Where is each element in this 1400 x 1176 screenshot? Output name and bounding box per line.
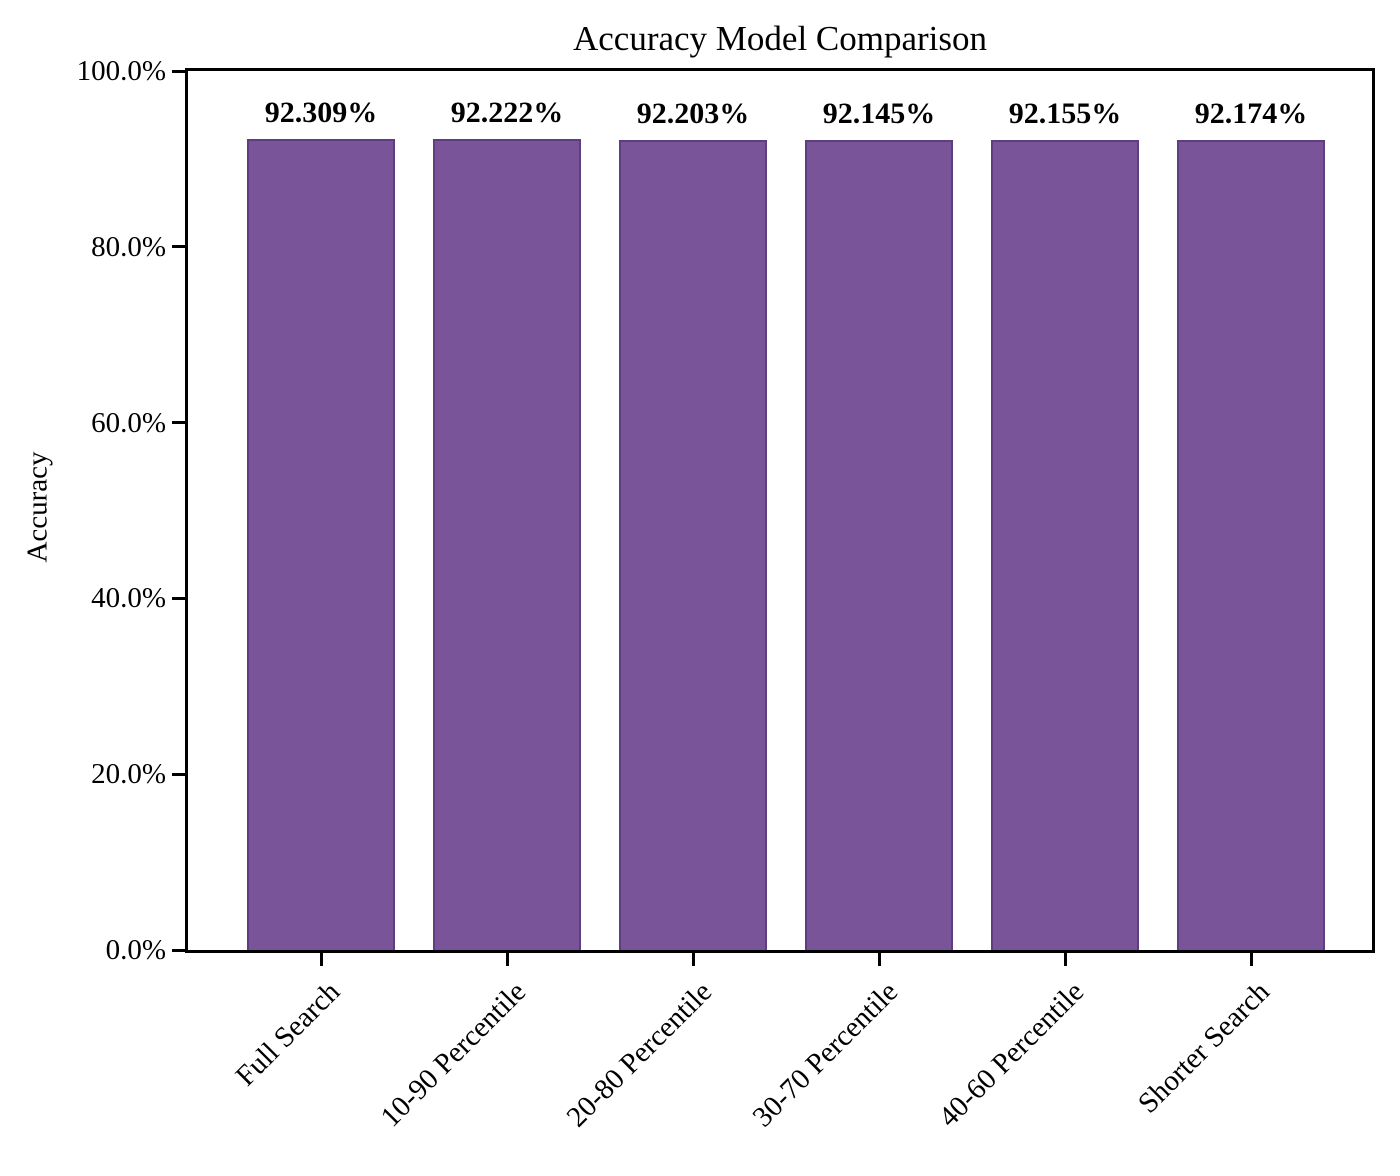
y-axis-label: Accuracy (21, 451, 54, 563)
bar-value-label: 92.222% (450, 96, 564, 129)
bar-6 (1177, 140, 1325, 950)
chart-title: Accuracy Model Comparison (572, 19, 988, 58)
y-tick-label: 0.0% (105, 934, 166, 966)
y-tick-mark (172, 772, 185, 776)
y-tick-label: 40.0% (91, 582, 166, 615)
bar-value-label: 92.203% (636, 97, 750, 130)
x-tick-label: 20-80 Percentile (560, 975, 719, 1134)
y-tick-mark (172, 245, 185, 249)
x-tick-mark (505, 953, 509, 966)
x-tick-label: 40-60 Percentile (932, 975, 1091, 1134)
x-tick-mark (319, 953, 323, 966)
y-tick-label: 60.0% (91, 406, 166, 439)
bar-5 (991, 140, 1139, 950)
x-tick-label: Full Search (229, 975, 347, 1093)
bar-value-label: 92.309% (264, 96, 378, 129)
x-tick-label: 30-70 Percentile (746, 975, 905, 1134)
y-tick-label: 20.0% (91, 758, 166, 791)
bar-2 (433, 139, 581, 950)
bar-value-label: 92.145% (822, 97, 936, 130)
bar-1 (247, 139, 395, 950)
y-tick-mark (172, 69, 185, 73)
y-tick-mark (172, 421, 185, 425)
x-tick-label: Shorter Search (1132, 975, 1277, 1120)
bar-value-label: 92.174% (1194, 97, 1308, 130)
x-tick-mark (1063, 953, 1067, 966)
bar-4 (805, 140, 953, 950)
x-tick-mark (691, 953, 695, 966)
y-tick-label: 100.0% (76, 55, 166, 87)
bar-value-label: 92.155% (1008, 97, 1122, 130)
bar-3 (619, 140, 767, 950)
x-tick-label: 10-90 Percentile (374, 975, 533, 1134)
x-tick-mark (877, 953, 881, 966)
y-tick-label: 80.0% (91, 230, 166, 263)
y-tick-mark (172, 596, 185, 600)
plot-area: 92.309% 92.222% 92.203% 92.145% 92.155% 92.17… (185, 68, 1375, 953)
x-tick-mark (1249, 953, 1253, 966)
y-tick-mark (172, 948, 185, 952)
